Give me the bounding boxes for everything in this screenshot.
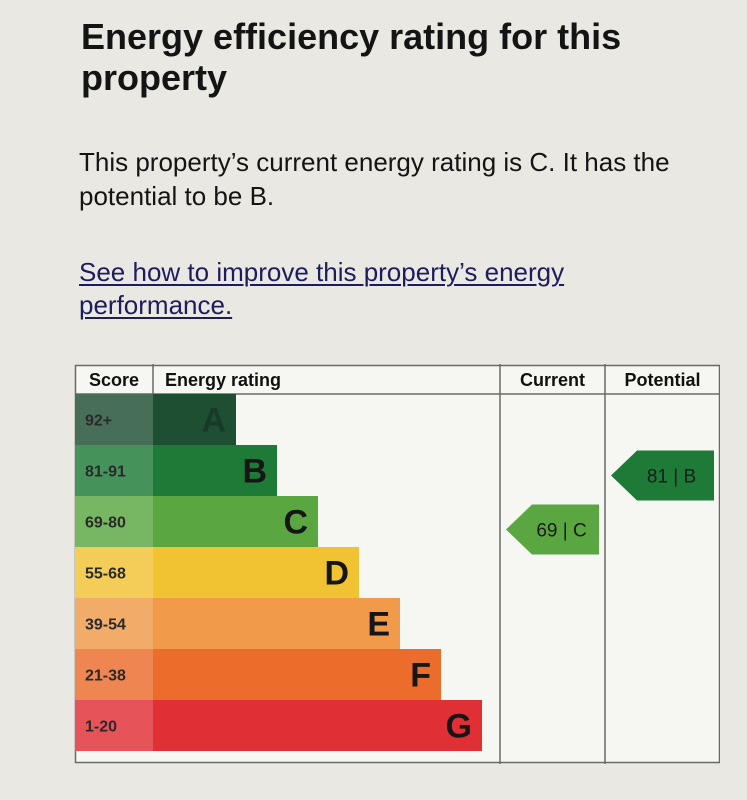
- score-cell-tint-e: [75, 598, 153, 649]
- score-range-a: 92+: [85, 413, 112, 430]
- score-range-b: 81-91: [85, 464, 126, 481]
- header-current: Current: [520, 370, 585, 390]
- rating-letter-a: A: [201, 402, 226, 440]
- score-range-d: 55-68: [85, 566, 126, 583]
- score-cell-b: [75, 445, 153, 496]
- rating-bar-g: [153, 700, 482, 751]
- energy-rating-chart-svg: Score Energy rating Current Potential 92+ A 81…: [74, 364, 720, 764]
- score-cell-a: [75, 394, 153, 445]
- rating-bar-f: [153, 649, 441, 700]
- header-energy-rating: Energy rating: [165, 370, 281, 390]
- score-cell-tint-a: [75, 394, 153, 445]
- score-cell-f: [75, 649, 153, 700]
- score-range-f: 21-38: [85, 668, 126, 685]
- score-cell-c: [75, 496, 153, 547]
- score-cell-g: [75, 700, 153, 751]
- rating-bar-a: [153, 394, 236, 445]
- score-range-e: 39-54: [85, 617, 126, 634]
- potential-rating-arrow: [611, 450, 714, 501]
- current-rating-arrow: [506, 504, 599, 555]
- rating-bar-c: [153, 496, 318, 547]
- rating-bar-b: [153, 445, 277, 496]
- score-cell-tint-g: [75, 700, 153, 751]
- score-cell-tint-b: [75, 445, 153, 496]
- rating-letter-e: E: [367, 606, 390, 644]
- page-title: Energy efficiency rating for this proper…: [81, 16, 622, 98]
- current-rating-label: 69 | C: [536, 521, 586, 542]
- rating-letter-g: G: [446, 708, 472, 746]
- rating-letter-b: B: [242, 453, 267, 491]
- rating-summary: This property’s current energy rating is…: [79, 147, 670, 211]
- header-score: Score: [89, 370, 139, 390]
- rating-letter-f: F: [410, 657, 431, 695]
- improve-energy-link[interactable]: See how to improve this property’s energ…: [79, 257, 565, 320]
- score-cell-tint-f: [75, 649, 153, 700]
- score-range-g: 1-20: [85, 719, 117, 736]
- potential-rating-label: 81 | B: [647, 467, 696, 488]
- rating-letter-c: C: [283, 504, 308, 542]
- rating-bar-e: [153, 598, 400, 649]
- rating-bar-d: [153, 547, 359, 598]
- score-cell-d: [75, 547, 153, 598]
- score-cell-tint-d: [75, 547, 153, 598]
- score-cell-e: [75, 598, 153, 649]
- header-potential: Potential: [624, 370, 700, 390]
- score-cell-tint-c: [75, 496, 153, 547]
- score-range-c: 69-80: [85, 515, 126, 532]
- rating-letter-d: D: [324, 555, 349, 593]
- energy-rating-chart: Score Energy rating Current Potential 92+ A 81…: [70, 364, 720, 768]
